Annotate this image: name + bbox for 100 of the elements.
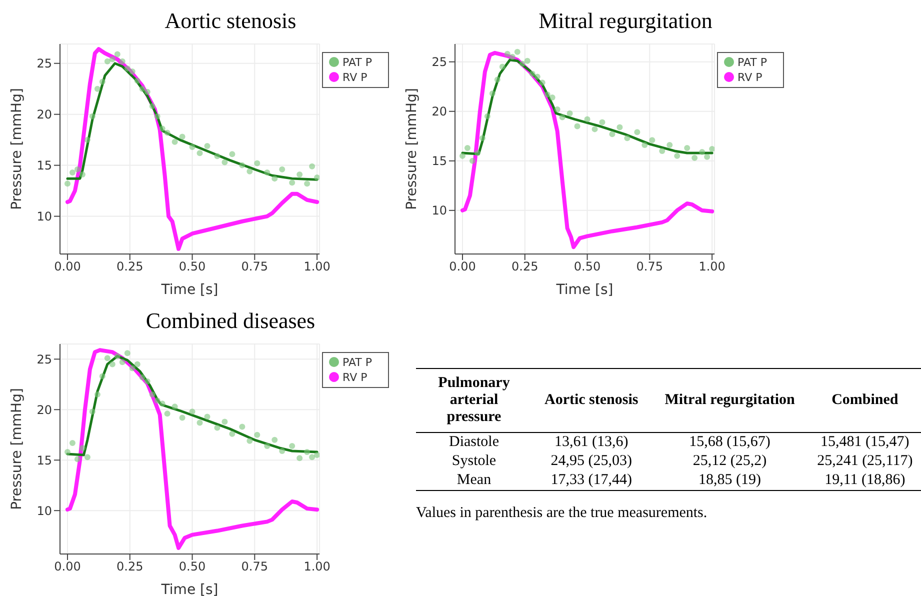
x-axis-title: Time [s] <box>160 282 218 298</box>
point <box>519 60 526 67</box>
point <box>264 169 270 176</box>
point <box>204 142 210 149</box>
point <box>279 166 286 172</box>
point <box>239 162 246 168</box>
point <box>149 391 156 398</box>
y-tick-label: 10 <box>432 204 447 218</box>
category-label: Combined <box>830 391 900 410</box>
point <box>539 80 546 86</box>
text: 25,12 (25,2) <box>692 453 767 469</box>
point <box>704 154 710 160</box>
x-tick-label: 0.50 <box>574 260 601 274</box>
x-tick-label: 0.00 <box>54 560 81 574</box>
point <box>549 94 556 100</box>
point <box>172 404 178 410</box>
legend-label: RV P <box>738 71 762 84</box>
point <box>692 154 698 161</box>
point <box>172 138 178 145</box>
point <box>479 135 486 142</box>
point <box>239 424 246 430</box>
point <box>214 424 220 431</box>
y-tick-label: 10 <box>36 210 52 224</box>
point <box>119 359 126 366</box>
legend-label: PAT P <box>342 356 372 369</box>
point <box>154 398 160 404</box>
point <box>584 116 590 122</box>
point <box>574 123 580 130</box>
point <box>504 50 510 57</box>
point <box>296 171 303 178</box>
point <box>289 442 296 449</box>
point <box>114 353 120 360</box>
point <box>74 456 80 462</box>
point <box>304 449 310 456</box>
point <box>189 144 196 150</box>
x-tick-label: 0.00 <box>54 260 81 274</box>
point <box>189 408 196 415</box>
point <box>129 68 136 75</box>
category-label: Mitral regurgitation <box>664 391 796 410</box>
legend-label: RV P <box>342 371 368 384</box>
point <box>229 151 236 158</box>
point <box>659 148 666 154</box>
point <box>314 452 320 458</box>
category-label: Aortic stenosis <box>543 391 640 410</box>
x-tick-label: 0.75 <box>636 260 664 274</box>
point <box>222 159 228 166</box>
point <box>109 361 116 368</box>
point <box>246 438 253 444</box>
legend-label: RV P <box>342 71 368 84</box>
point <box>559 114 566 120</box>
point <box>196 420 203 426</box>
x-tick-label: 1.00 <box>304 560 330 574</box>
point <box>554 106 560 112</box>
point <box>684 145 690 152</box>
point <box>264 442 270 449</box>
point <box>99 373 106 380</box>
point <box>129 365 136 372</box>
point <box>164 130 170 136</box>
category-label: Systole <box>452 453 496 469</box>
point <box>566 110 573 116</box>
chart-title: Aortic stenosis <box>164 8 298 35</box>
x-tick-label: 0.25 <box>116 560 144 574</box>
y-axis-title: Pressure [mmHg] <box>8 388 25 510</box>
point <box>666 142 673 148</box>
text: 19,11 (18,86) <box>824 472 906 488</box>
point <box>474 150 480 156</box>
point <box>309 163 316 170</box>
point <box>289 180 296 186</box>
point <box>124 65 130 72</box>
point <box>254 432 260 438</box>
text: 13,61 (13,6) <box>554 434 628 450</box>
point <box>104 58 110 64</box>
point <box>89 408 96 415</box>
x-tick-label: 1.00 <box>304 260 330 274</box>
point <box>64 180 70 187</box>
point <box>144 88 150 95</box>
category-label: Pulmonary arterial pressure <box>437 374 511 427</box>
line-series <box>460 50 714 250</box>
x-tick-label: 0.00 <box>449 260 476 274</box>
y-tick-label: 25 <box>36 352 52 366</box>
point <box>599 119 606 126</box>
point <box>484 113 490 120</box>
chart-title: Mitral regurgitation <box>538 8 714 35</box>
point <box>196 150 203 156</box>
point <box>499 64 506 70</box>
text: 17,33 (17,44) <box>550 472 632 488</box>
point <box>94 86 100 92</box>
point <box>109 56 116 62</box>
point <box>709 146 715 152</box>
point <box>254 160 260 166</box>
y-tick-label: 25 <box>36 56 52 71</box>
point <box>159 126 166 132</box>
text: 24,95 (25,03) <box>550 453 632 469</box>
point <box>592 126 598 132</box>
y-tick-label: 20 <box>432 104 447 119</box>
category-label: Diastole <box>449 434 499 450</box>
x-tick-label: 0.50 <box>178 260 206 274</box>
point <box>459 152 466 159</box>
point <box>74 166 80 172</box>
y-tick-label: 15 <box>432 154 447 168</box>
